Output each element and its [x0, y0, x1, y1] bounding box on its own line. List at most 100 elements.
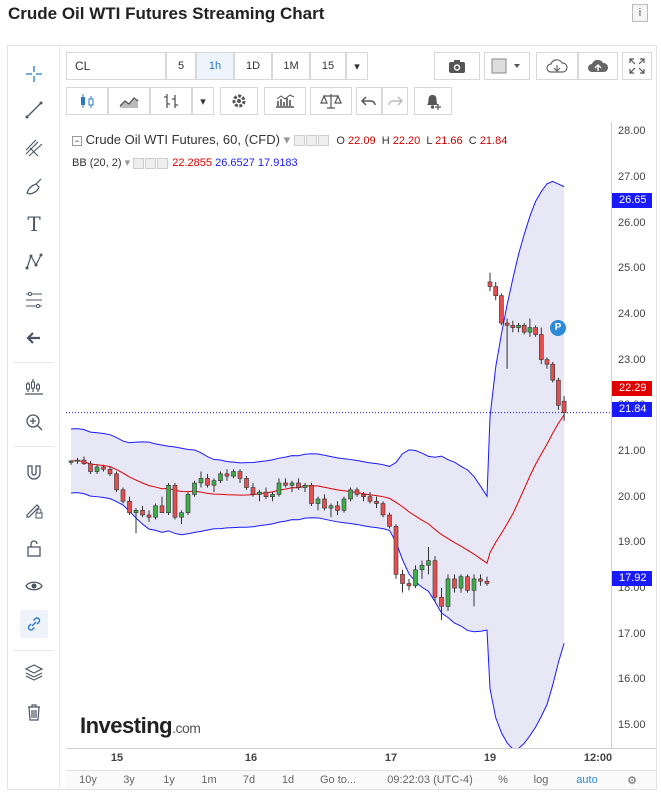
goto-button[interactable]: Go to...	[319, 774, 357, 786]
compare-icon[interactable]	[310, 87, 352, 115]
bar-style-icon[interactable]	[150, 87, 192, 115]
magnet-icon[interactable]	[20, 458, 48, 486]
candle-body	[140, 510, 145, 516]
eye-icon[interactable]	[133, 157, 145, 169]
pitchfork-icon[interactable]	[20, 134, 48, 162]
close-icon[interactable]	[157, 157, 169, 169]
gear-icon[interactable]	[305, 135, 317, 147]
percent-toggle[interactable]: %	[498, 774, 508, 786]
candle-body	[521, 325, 527, 333]
chart-plot-area[interactable]	[66, 122, 611, 748]
interval-15[interactable]: 15	[310, 52, 346, 80]
candle-body	[516, 325, 521, 328]
interval-1m[interactable]: 1M	[272, 52, 310, 80]
bb-upper-price-label: 26.65	[612, 193, 652, 208]
range-10y[interactable]: 10y	[79, 774, 97, 786]
crosshair-icon[interactable]	[20, 60, 48, 88]
candle-body	[88, 463, 93, 472]
candle-body	[244, 478, 249, 488]
candle-body	[328, 505, 334, 509]
candle-body	[527, 327, 533, 333]
price-tick-label: 27.00	[618, 170, 646, 183]
log-toggle[interactable]: log	[533, 774, 549, 786]
price-tick-label: 25.00	[618, 262, 646, 275]
candle-body	[315, 498, 321, 504]
candle-body	[533, 327, 538, 335]
chart-style-dropdown[interactable]: ▾	[192, 87, 214, 115]
interval-1d[interactable]: 1D	[234, 52, 272, 80]
range-7d[interactable]: 7d	[242, 774, 256, 786]
range-3y[interactable]: 3y	[123, 774, 135, 786]
bb-label[interactable]: BB (20, 2)	[72, 157, 122, 169]
alert-bell-icon[interactable]	[414, 87, 452, 115]
unlock-icon[interactable]	[20, 534, 48, 562]
lock-draw-icon[interactable]	[20, 496, 48, 524]
price-chart[interactable]	[66, 122, 611, 748]
camera-icon[interactable]	[434, 52, 480, 80]
symbol-name[interactable]: Crude Oil WTI Futures, 60, (CFD)	[85, 132, 280, 147]
price-tick-label: 17.00	[618, 627, 646, 640]
arrow-left-icon[interactable]	[20, 324, 48, 352]
color-square-icon[interactable]	[484, 52, 530, 80]
candle-body	[283, 482, 288, 486]
gear-icon[interactable]	[145, 157, 157, 169]
pattern-icon[interactable]	[20, 248, 48, 276]
interval-1h[interactable]: 1h	[196, 52, 234, 80]
collapse-icon[interactable]: −	[72, 135, 82, 146]
cloud-download-icon[interactable]	[536, 52, 578, 80]
range-1m[interactable]: 1m	[201, 774, 217, 786]
settings-icon[interactable]	[220, 87, 258, 115]
link-icon[interactable]	[20, 610, 48, 638]
gear-icon[interactable]: ⚙	[627, 775, 637, 787]
interval-dropdown[interactable]: ▾	[346, 52, 368, 80]
candlestick-icon[interactable]	[66, 87, 108, 115]
range-1y[interactable]: 1y	[163, 774, 175, 786]
line-chart-icon[interactable]	[108, 87, 150, 115]
bb-mid-price-label: 22.29	[612, 381, 652, 396]
price-tick-label: 21.00	[618, 444, 646, 457]
time-tick-label: 12:00	[583, 752, 613, 764]
symbol-input[interactable]: CL	[66, 52, 166, 80]
range-1d[interactable]: 1d	[281, 774, 295, 786]
fib-icon[interactable]	[20, 286, 48, 314]
layers-icon[interactable]	[20, 658, 48, 686]
chevron-down-icon[interactable]: ▾	[283, 132, 291, 147]
trendline-icon[interactable]	[20, 96, 48, 124]
candle-body	[413, 569, 418, 587]
candle-body	[224, 473, 230, 477]
candle-body	[296, 482, 301, 488]
cloud-upload-icon[interactable]	[578, 52, 618, 80]
candle-body	[458, 576, 464, 589]
candle-body	[205, 478, 210, 486]
trash-icon[interactable]	[20, 698, 48, 726]
info-icon[interactable]: i	[632, 4, 648, 22]
marker-badge[interactable]: P	[550, 320, 566, 336]
measure-icon[interactable]	[20, 372, 48, 400]
close-icon[interactable]	[317, 135, 329, 147]
auto-toggle[interactable]: auto	[576, 774, 598, 786]
candle-body	[341, 498, 347, 511]
zoom-in-icon[interactable]	[20, 408, 48, 436]
candle-body	[94, 466, 100, 472]
chevron-down-icon[interactable]: ▾	[124, 157, 131, 169]
eye-icon[interactable]	[293, 135, 305, 147]
indicators-icon[interactable]	[264, 87, 306, 115]
bb-lower-price-label: 17.92	[612, 571, 652, 586]
price-tick-label: 19.00	[618, 536, 646, 549]
price-tick-label: 28.00	[618, 125, 646, 138]
brush-icon[interactable]	[20, 172, 48, 200]
undo-icon[interactable]	[356, 87, 382, 115]
text-icon[interactable]: T	[27, 212, 41, 236]
eye-icon[interactable]	[20, 572, 48, 600]
interval-5[interactable]: 5	[166, 52, 196, 80]
candle-body	[289, 482, 295, 486]
candle-body	[550, 363, 556, 381]
candle-body	[159, 505, 165, 513]
bb-upper-value: 26.6527	[215, 157, 255, 169]
redo-icon[interactable]	[382, 87, 408, 115]
fullscreen-icon[interactable]	[622, 52, 652, 80]
candle-body	[172, 484, 178, 518]
candle-body	[400, 574, 405, 584]
candle-body	[445, 578, 451, 607]
candle-body	[263, 491, 269, 497]
